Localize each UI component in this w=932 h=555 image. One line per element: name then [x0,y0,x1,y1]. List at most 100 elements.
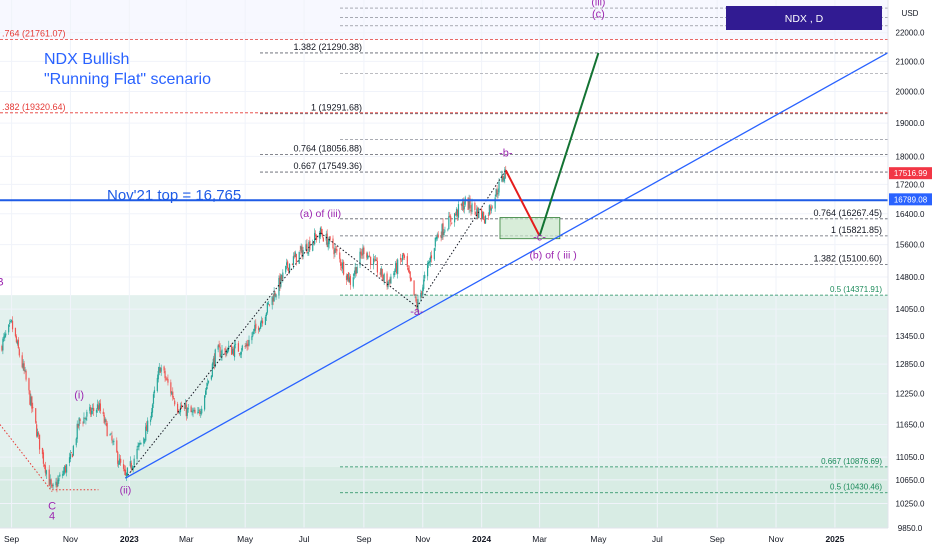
candle-body [346,274,349,280]
candle-body [214,349,216,368]
candle-body [252,331,254,336]
candle-body [279,276,281,288]
candle-body [98,403,101,410]
candle-body [110,433,112,435]
candle-body [504,169,506,179]
candle-body [16,341,18,344]
candle-body [225,349,227,356]
candle-body [482,212,484,218]
candle-body [318,234,321,239]
candle-body [4,333,6,338]
candle-body [478,208,480,219]
candle-body [112,441,114,443]
candle-body [309,240,311,250]
fib-level-label: 0.667 (17549.36) [293,161,362,171]
candle-body [201,408,203,414]
candle-body [342,262,344,270]
candle-body [421,291,423,295]
candle-body [167,379,169,383]
candle-body [99,403,101,411]
price-tick-label: 11050.0 [896,453,925,462]
candle-body [21,355,23,368]
candle-body [63,470,65,474]
candle-body [319,227,322,237]
candle-body [165,378,167,380]
candle-body [298,251,300,264]
candle-body [406,256,408,267]
candle-body [237,343,240,352]
fib-level-label: 0.5 (14371.91) [830,285,882,294]
candle-body [294,252,296,258]
candle-body [474,202,476,211]
candle-body [35,408,37,423]
price-tick-label: 22000.0 [896,29,925,38]
candle-body [68,457,71,463]
candle-body [287,261,289,268]
candle-body [206,383,209,386]
candle-body [64,466,66,473]
candle-body [367,254,369,260]
candle-body [178,412,181,414]
candle-body [260,320,263,323]
time-tick-label: Mar [532,534,547,544]
candle-body [32,407,34,408]
candle-body [497,193,499,195]
candle-body [2,338,4,351]
candle-body [372,258,375,265]
time-tick-label: 2023 [120,534,139,544]
candle-body [498,181,500,193]
candle-body [266,302,268,313]
candle-body [137,445,139,448]
candle-body [374,259,377,261]
price-tick-label: 18000.0 [896,152,925,161]
candle-body [173,398,175,399]
candle-body [334,248,336,254]
candle-body [470,209,472,211]
candle-body [410,277,412,281]
candle-body [278,277,280,296]
candle-body [24,370,26,372]
time-tick-label: Jul [652,534,663,544]
price-tick-label: 20000.0 [896,87,925,96]
candle-body [62,473,64,476]
candle-body [51,484,53,487]
candle-body [247,344,249,347]
candle-body [171,392,173,395]
candle-body [106,423,108,437]
candle-body [129,461,131,467]
fib-level-label: 0.764 (16267.45) [813,208,882,218]
time-axis-panel[interactable] [0,528,888,550]
candle-body [11,320,14,330]
price-tick-label: 9850.0 [898,524,923,533]
candle-body [217,345,219,350]
candle-body [416,301,418,310]
candle-body [42,452,45,464]
candle-body [401,254,404,261]
candle-body [224,348,226,350]
candle-body [239,353,241,355]
candle-body [45,470,47,475]
candle-body [356,266,358,274]
wave-label: (a) of (iii) [300,208,341,220]
candle-body [25,370,27,380]
candle-body [343,261,345,275]
wave-label: C [48,501,56,513]
candle-body [258,327,260,331]
wave-label: (iii) [591,0,605,8]
candle-body [124,469,127,476]
candle-body [15,336,18,343]
candle-body [442,223,444,235]
candle-body [105,420,107,422]
candle-body [259,328,261,331]
candle-body [373,259,376,261]
candle-body [444,230,446,232]
symbol-badge[interactable]: NDX , D [726,6,882,30]
candle-body [314,232,316,245]
candle-body [109,434,111,436]
price-axis-panel[interactable] [888,0,932,550]
time-tick-label: 2025 [825,534,844,544]
candle-body [82,422,84,424]
candle-body [275,294,277,298]
candle-body [238,353,240,355]
